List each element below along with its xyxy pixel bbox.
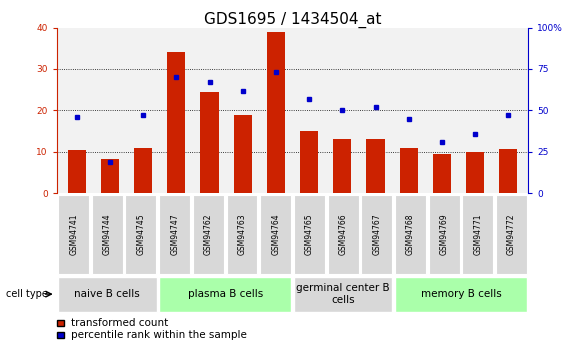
Text: GSM94769: GSM94769 [440,214,449,255]
Text: GSM94767: GSM94767 [372,214,381,255]
Bar [134,148,152,193]
Bar [68,150,86,193]
Text: GSM94744: GSM94744 [103,214,112,255]
Text: plasma B cells: plasma B cells [187,289,263,299]
Bar [400,148,418,193]
Bar [267,32,285,193]
Bar [101,159,119,193]
Text: GSM94747: GSM94747 [170,214,179,255]
Bar [233,115,252,193]
Text: memory B cells: memory B cells [420,289,502,299]
Bar [499,149,517,193]
Bar [433,154,451,193]
Bar [300,131,318,193]
Text: GSM94766: GSM94766 [339,214,348,255]
Text: germinal center B
cells: germinal center B cells [296,283,390,305]
Bar [167,52,185,193]
Text: percentile rank within the sample: percentile rank within the sample [71,330,247,340]
Bar [366,139,385,193]
Bar [466,152,485,193]
Text: GSM94764: GSM94764 [271,214,280,255]
Text: cell type: cell type [6,289,48,299]
Title: GDS1695 / 1434504_at: GDS1695 / 1434504_at [204,11,381,28]
Text: naive B cells: naive B cells [74,289,140,299]
Text: GSM94765: GSM94765 [305,214,314,255]
Text: GSM94763: GSM94763 [237,214,247,255]
Text: transformed count: transformed count [71,318,168,328]
Text: GSM94771: GSM94771 [473,214,482,255]
Text: GSM94772: GSM94772 [507,214,516,255]
Bar [201,92,219,193]
Text: GSM94762: GSM94762 [204,214,213,255]
Text: GSM94741: GSM94741 [69,214,78,255]
Text: GSM94768: GSM94768 [406,214,415,255]
Bar [333,139,352,193]
Text: GSM94745: GSM94745 [136,214,145,255]
